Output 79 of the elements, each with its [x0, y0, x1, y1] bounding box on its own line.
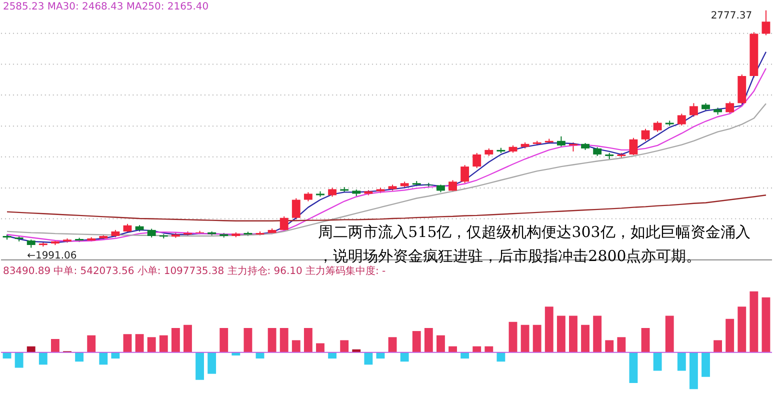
candlestick — [556, 136, 566, 148]
bar — [544, 306, 554, 352]
bar — [280, 328, 288, 352]
bar — [412, 331, 421, 352]
text: 83490.89 中单: 542073.56 小单: 1097735.38 主力持仓: 96.10 主力筹码集中度: - — [2, 264, 386, 277]
bar — [50, 338, 60, 352]
bar — [714, 340, 722, 352]
bar — [556, 316, 566, 352]
candlestick — [629, 137, 638, 156]
bar — [677, 352, 686, 371]
bar — [26, 346, 36, 352]
bar — [762, 297, 770, 352]
bar — [484, 346, 494, 352]
candlestick — [689, 102, 698, 118]
bar — [340, 340, 349, 352]
bar — [135, 334, 144, 352]
bar — [99, 352, 108, 365]
bar — [292, 340, 300, 352]
bar — [448, 346, 457, 352]
bar — [653, 352, 662, 371]
bar — [581, 324, 590, 352]
candlestick — [304, 192, 312, 202]
bar — [111, 352, 120, 359]
bar — [75, 352, 84, 362]
bar — [593, 316, 602, 352]
bar — [208, 352, 216, 374]
bar — [496, 352, 506, 362]
bar — [316, 343, 324, 352]
bar — [569, 316, 578, 352]
candlestick — [677, 113, 686, 126]
bar — [159, 335, 168, 352]
candlestick — [292, 198, 300, 220]
bar — [184, 324, 192, 352]
candlestick — [472, 152, 482, 169]
bar — [196, 352, 204, 380]
bar — [220, 328, 228, 352]
candlestick — [328, 187, 337, 198]
bar — [508, 322, 518, 352]
annotation: 2585.23 MA30: 2468.43 MA250: 2165.40 — [2, 1, 209, 12]
candlestick — [569, 142, 578, 152]
bar — [364, 352, 373, 365]
bar — [388, 337, 397, 352]
bar — [424, 328, 433, 352]
bar — [147, 337, 156, 352]
bar — [605, 340, 614, 352]
bar — [726, 318, 734, 352]
bar — [244, 328, 252, 352]
bar — [123, 334, 132, 352]
candlestick — [653, 120, 662, 132]
annotation: 2777.37 — [710, 10, 752, 22]
candlestick — [280, 216, 288, 232]
bar — [665, 316, 674, 352]
bar — [750, 291, 758, 352]
bar — [14, 352, 24, 368]
candlestick — [460, 164, 470, 184]
bar — [268, 328, 276, 352]
candlestick — [726, 101, 734, 114]
candlestick — [762, 10, 770, 36]
bar — [38, 352, 48, 365]
bar — [87, 335, 96, 352]
bar — [171, 328, 180, 352]
annotation: ←1991.06 — [27, 250, 77, 262]
bar — [520, 324, 530, 352]
annotation: 周二两市流入515亿，仅超级机构便达303亿，如此巨幅资金涌入，说明场外资金疯狂进驻，后市股指冲击2800点亦可期。 — [318, 222, 750, 265]
bar — [641, 328, 650, 352]
bar — [689, 352, 698, 390]
bar — [738, 306, 746, 352]
bar — [400, 352, 409, 362]
bar — [460, 352, 470, 359]
bar — [702, 352, 710, 377]
candlestick — [641, 128, 650, 142]
bar — [304, 328, 312, 352]
bar — [472, 346, 482, 352]
bar — [532, 324, 542, 352]
bar — [617, 337, 626, 352]
bar — [328, 352, 337, 359]
candlestick — [123, 223, 132, 234]
bar — [629, 352, 638, 383]
bar — [436, 335, 445, 352]
